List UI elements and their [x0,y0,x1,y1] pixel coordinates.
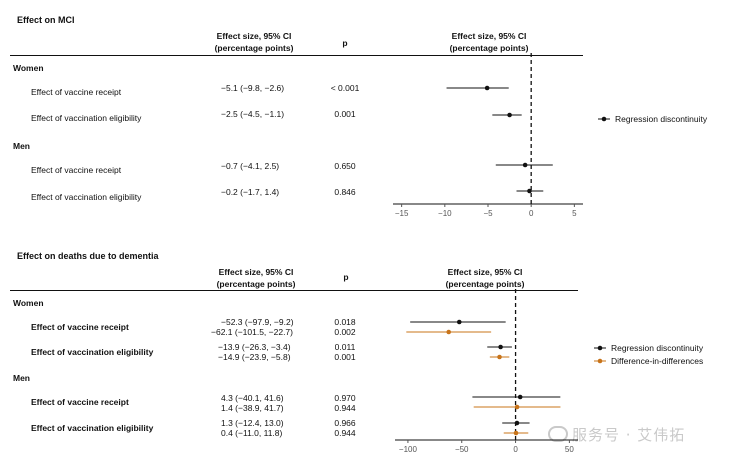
x-tick-label: −15 [395,209,409,218]
panel1-es-header-line2: (percentage points) [214,43,294,53]
point-estimate [522,162,528,168]
panel1-row-label: Effect of vaccination eligibility [31,113,142,123]
chat-bubble-icon [548,426,568,442]
x-tick-label: 0 [529,209,534,218]
panel1-header-rule [10,55,583,56]
panel2-row-p-did: 0.944 [334,428,356,438]
panel1-row-es: −2.5 (−4.5, −1.1) [221,109,285,119]
point-estimate [527,188,532,194]
legend-key-point [601,116,607,122]
x-tick-label: −100 [399,445,418,454]
panel1-row-es: −5.1 (−9.8, −2.6) [221,83,285,93]
panel2-row-p-did: 0.001 [334,352,356,362]
panel2-row-label: Effect of vaccination eligibility [31,423,154,433]
watermark-text: 服务号 · 艾伟拓 [572,426,686,444]
panel2-header-rule [10,290,578,291]
panel2-title: Effect on deaths due to dementia [17,251,159,261]
legend-key-point [597,358,603,364]
x-tick-label: 50 [565,445,574,454]
point-estimate [497,354,502,360]
panel2-legend-rd-label: Regression discontinuity [611,343,704,353]
x-tick-label: −10 [438,209,452,218]
panel2-es-header-line1: Effect size, 95% CI [218,267,294,277]
point-estimate [446,329,452,335]
panel2-row-es-rd: −52.3 (−97.9, −9.2) [221,317,294,327]
panel2-es-header-line2: (percentage points) [216,279,296,289]
panel1-row-p: 0.650 [334,161,356,171]
panel1-row-p: < 0.001 [330,83,360,93]
panel2-row-es-rd: −13.9 (−26.3, −3.4) [218,342,291,352]
panel1-row-es: −0.7 (−4.1, 2.5) [221,161,280,171]
panel2-row-p-did: 0.002 [334,327,356,337]
point-estimate [514,420,520,426]
point-estimate [456,319,462,325]
panel1-row-p: 0.846 [334,187,356,197]
panel2-row-es-did: 0.4 (−11.0, 11.8) [221,428,283,438]
panel2-p-header: p [343,272,349,282]
plot-legends [594,116,610,364]
panel2-row-p-rd: 0.018 [334,317,356,327]
panel1-row-label: Effect of vaccine receipt [31,165,122,175]
x-tick-label: −50 [455,445,469,454]
panel2-row-es-did: −62.1 (−101.5, −22.7) [211,327,293,337]
panel2-row-es-did: 1.4 (−38.9, 41.7) [221,403,284,413]
panel2-plot-header-line1: Effect size, 95% CI [447,267,523,277]
panel1-group-men: Men [13,141,30,151]
plot-mci: −15 −10 −5 0 5 [393,53,583,218]
panel1-p-header: p [342,38,348,48]
panel1-legend-rd-label: Regression discontinuity [615,114,708,124]
panel2-row-es-did: −14.9 (−23.9, −5.8) [218,352,291,362]
panel1-row-label: Effect of vaccination eligibility [31,192,142,202]
panel2-legend-did-label: Difference-in-differences [611,356,704,366]
panel1-title: Effect on MCI [17,15,75,25]
panel1-row-p: 0.001 [334,109,356,119]
point-estimate [514,404,520,410]
panel1-row-es: −0.2 (−1.7, 1.4) [221,187,280,197]
panel2-group-men: Men [13,373,30,383]
x-tick-label: 0 [513,445,518,454]
x-tick-label: −5 [483,209,493,218]
panel2-row-p-rd: 0.011 [334,342,356,352]
panel2-row-es-rd: 1.3 (−12.4, 13.0) [221,418,284,428]
panel2-row-p-rd: 0.970 [334,393,356,403]
watermark: 服务号 · 艾伟拓 [548,424,685,445]
panel2-plot-header-line2: (percentage points) [445,279,525,289]
panel1-row-label: Effect of vaccine receipt [31,87,122,97]
point-estimate [507,112,512,118]
legend-key-point [597,345,603,351]
point-estimate [517,394,523,400]
panel2-group-women: Women [13,298,44,308]
point-estimate [513,430,519,436]
panel1-plot-header-line1: Effect size, 95% CI [451,31,527,41]
panel2-row-label: Effect of vaccine receipt [31,397,129,407]
panel2-row-p-rd: 0.966 [334,418,356,428]
panel1-plot-header-line2: (percentage points) [449,43,529,53]
plot-dementia-deaths: −100 −50 0 50 [395,289,578,454]
point-estimate [498,344,503,350]
panel1-group-women: Women [13,63,44,73]
panel2-row-label: Effect of vaccination eligibility [31,347,154,357]
x-tick-label: 5 [572,209,577,218]
panel2-row-es-rd: 4.3 (−40.1, 41.6) [221,393,284,403]
panel2-row-label: Effect of vaccine receipt [31,322,129,332]
point-estimate [484,85,490,91]
panel2-row-p-did: 0.944 [334,403,356,413]
panel1-es-header-line1: Effect size, 95% CI [216,31,292,41]
